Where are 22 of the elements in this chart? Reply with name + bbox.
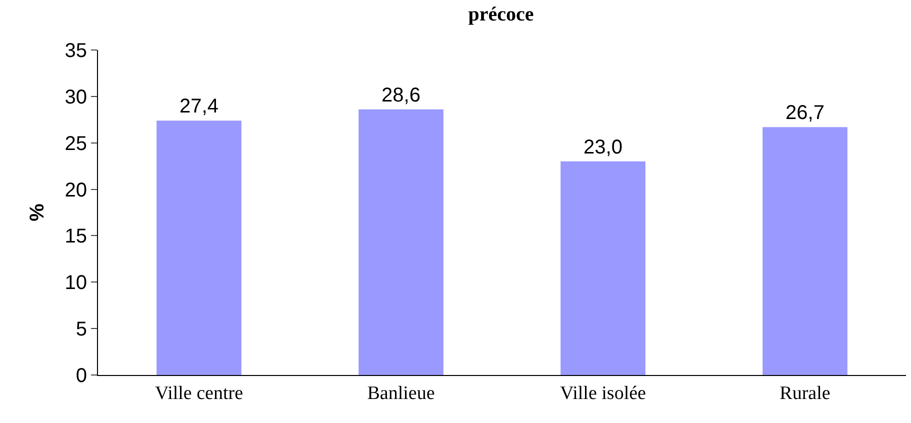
bar: [762, 127, 848, 375]
y-tick-label: 15: [64, 226, 87, 248]
data-label: 27,4: [180, 96, 218, 118]
bar: [560, 161, 646, 375]
x-tick-label: Banlieue: [367, 382, 435, 404]
y-tick-label: 35: [64, 40, 87, 62]
y-tick-label: 20: [64, 179, 87, 202]
bar: [358, 109, 444, 375]
y-tick-label: 30: [64, 86, 87, 108]
data-label: 26,7: [786, 102, 824, 124]
data-label: 28,6: [382, 84, 420, 106]
y-axis-title: %: [26, 203, 48, 222]
data-label: 23,0: [584, 136, 622, 158]
chart-title: précoce: [468, 3, 534, 26]
y-tick-label: 10: [64, 272, 87, 294]
x-tick-label: Rurale: [780, 382, 830, 404]
x-tick-label: Ville isolée: [560, 382, 646, 404]
bar: [156, 120, 242, 375]
y-tick-label: 25: [64, 132, 87, 155]
y-tick-label: 0: [76, 365, 87, 387]
y-tick-label: 5: [76, 318, 87, 341]
x-tick-label: Ville centre: [154, 382, 244, 404]
